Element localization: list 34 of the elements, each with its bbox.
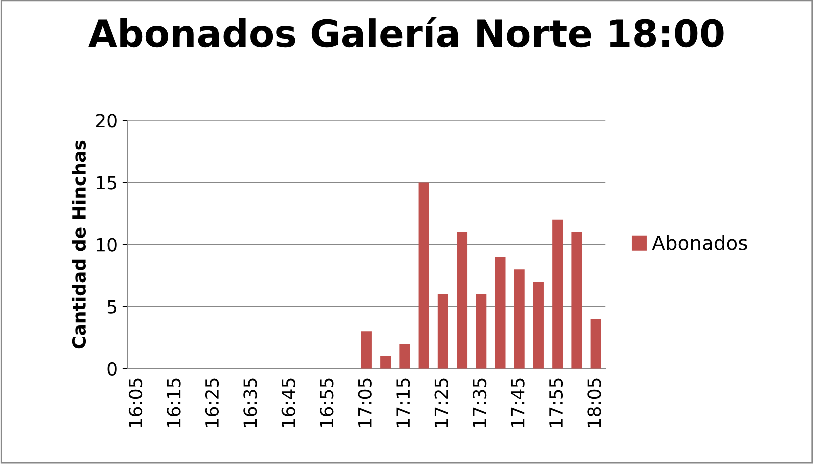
x-tick-label: 17:35 <box>472 378 487 428</box>
bar <box>418 182 430 369</box>
x-tick-label: 16:55 <box>320 378 334 428</box>
y-tick-label: 0 <box>108 362 117 376</box>
bar <box>572 232 582 369</box>
legend-label: Abonados <box>652 235 748 250</box>
bar <box>533 282 544 369</box>
chart-title: Abonados Galería Norte 18:00 <box>88 17 724 48</box>
bar <box>514 270 525 369</box>
x-tick-label: 16:05 <box>128 378 143 428</box>
bar <box>552 220 564 369</box>
x-tick-label: 18:05 <box>588 378 602 428</box>
y-tick-label: 15 <box>97 176 116 190</box>
x-tick-label: 16:25 <box>205 378 220 428</box>
bar <box>457 232 468 369</box>
bar <box>361 332 372 369</box>
bar <box>380 356 392 369</box>
bar <box>400 344 410 369</box>
x-tick-label: 17:05 <box>358 378 372 428</box>
bar <box>590 319 602 369</box>
x-tick-label: 16:15 <box>167 378 181 428</box>
x-tick-label: 17:55 <box>550 378 564 428</box>
x-tick-label: 17:45 <box>511 378 525 428</box>
x-tick-label: 16:35 <box>244 378 258 428</box>
x-tick-label: 17:15 <box>396 378 410 428</box>
y-tick-label: 20 <box>96 114 117 128</box>
bar <box>476 294 487 369</box>
x-tick-label: 16:45 <box>282 378 296 428</box>
x-tick-label: 17:25 <box>434 378 448 428</box>
y-axis-title: Cantidad de Hinchas <box>72 140 86 349</box>
y-tick-label: 10 <box>97 238 117 252</box>
y-tick-label: 5 <box>108 300 116 314</box>
bar <box>495 257 506 369</box>
bar <box>438 294 448 369</box>
